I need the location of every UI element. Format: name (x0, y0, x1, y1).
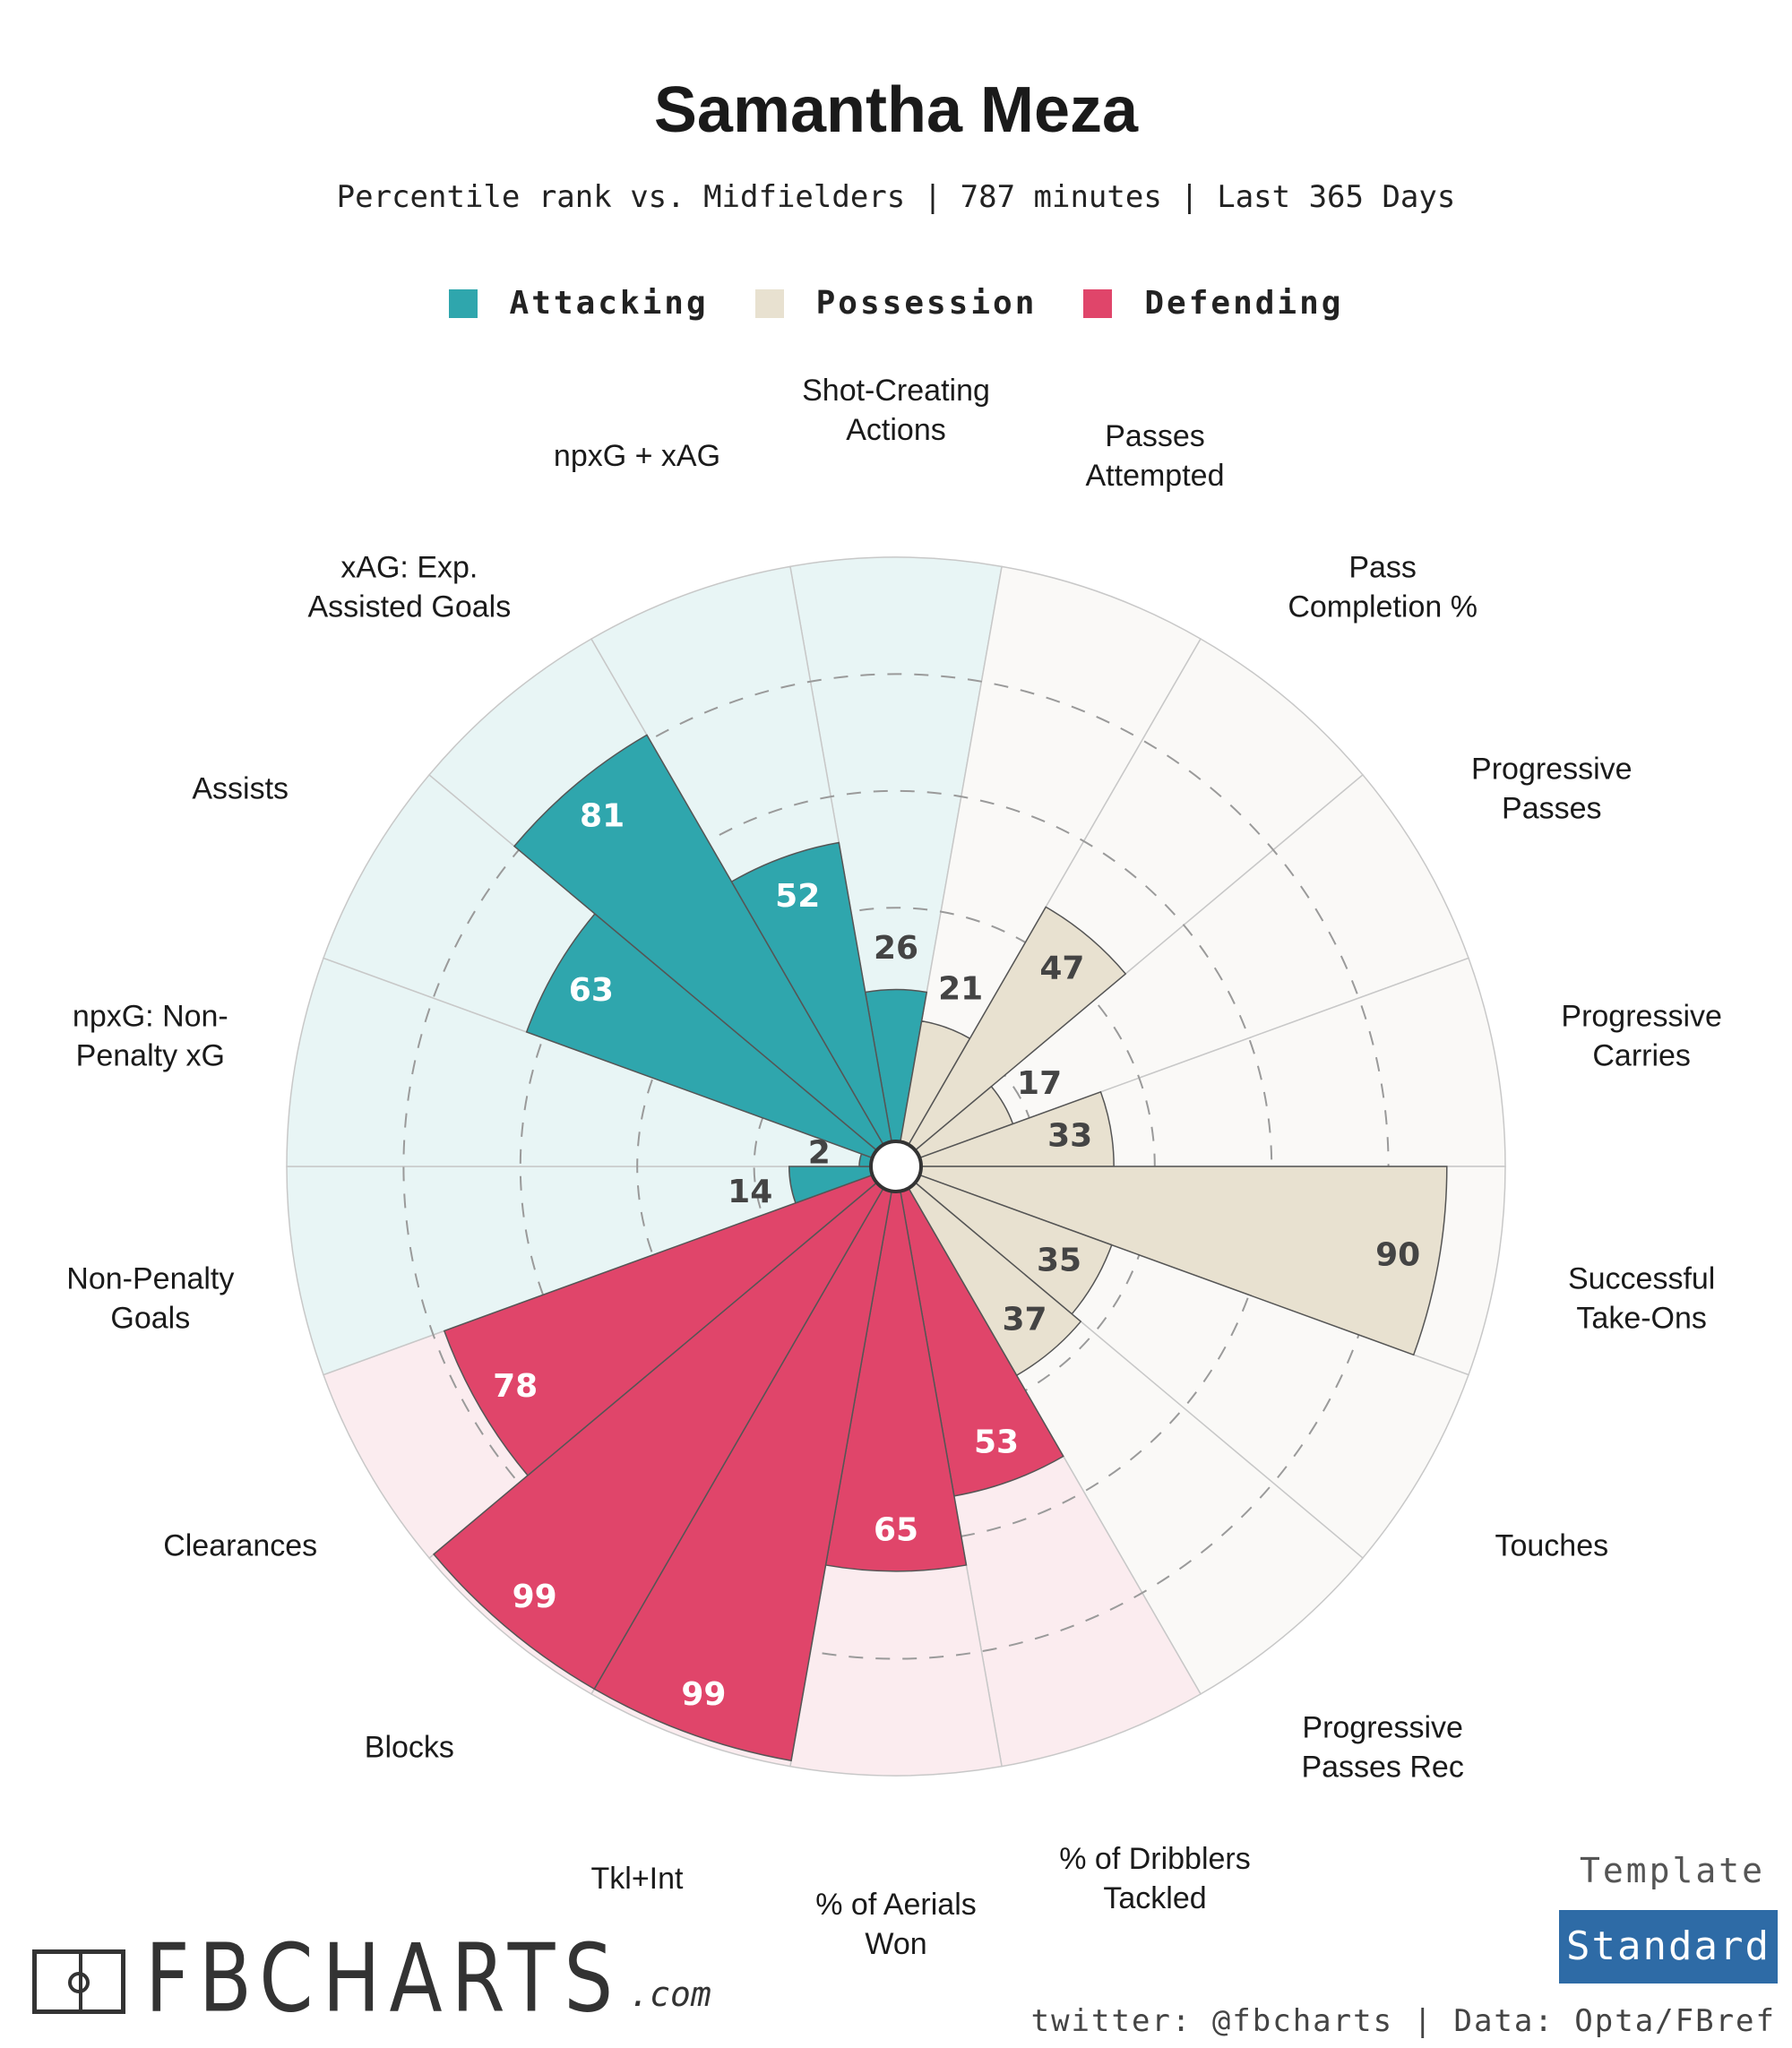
logo-suffix: .com (629, 1975, 711, 2014)
category-label-passes-attempted: Passes Attempted (1086, 419, 1225, 493)
value-label-progressive-passes: 17 (1017, 1065, 1062, 1102)
chart-title: Samantha Meza (653, 74, 1139, 146)
template-badge: Standard (1559, 1910, 1778, 1983)
legend-swatch-possession (754, 288, 784, 318)
center-hole (869, 1140, 923, 1193)
value-label-npxg-non-penalty-xg: 2 (808, 1134, 831, 1171)
category-label-successful-take-ons: Successful Take-Ons (1568, 1262, 1715, 1336)
category-label-tkl-int: Tkl+Int (591, 1862, 685, 1896)
category-label-blocks: Blocks (365, 1730, 454, 1764)
legend-label-possession: Possession (815, 285, 1038, 322)
value-label-pass-completion: 47 (1039, 951, 1084, 987)
category-label-of-dribblers-tackled: % of Dribblers Tackled (1059, 1842, 1251, 1915)
value-label-touches: 35 (1037, 1243, 1081, 1279)
value-label-clearances: 78 (493, 1368, 538, 1405)
category-label-progressive-passes: Progressive Passes (1471, 753, 1633, 826)
value-label-passes-attempted: 21 (938, 970, 983, 1007)
category-label-npxg-non-penalty-xg: npxG: Non-Penalty xG (73, 999, 228, 1072)
category-label-non-penalty-goals: Non-Penalty Goals (66, 1262, 234, 1336)
legend-label-attacking: Attacking (509, 285, 709, 322)
legend: Attacking Possession Defending (0, 285, 1792, 322)
category-label-pass-completion: Pass Completion % (1288, 551, 1478, 624)
fbcharts-logo: FBCHARTS .com (32, 1931, 711, 2026)
legend-swatch-attacking (448, 288, 478, 318)
value-label-blocks: 99 (513, 1579, 557, 1615)
template-label: Template (1579, 1851, 1765, 1890)
legend-swatch-defending (1083, 288, 1113, 318)
legend-item-possession: Possession (754, 285, 1038, 322)
category-label-clearances: Clearances (163, 1529, 317, 1563)
value-label-of-dribblers-tackled: 53 (974, 1424, 1019, 1460)
value-label-assists: 63 (569, 972, 614, 1009)
value-label-of-aerials-won: 65 (874, 1511, 918, 1548)
category-label-xag-exp-assisted-goals: xAG: Exp. Assisted Goals (307, 551, 511, 624)
value-label-tkl-int: 99 (681, 1676, 726, 1713)
legend-label-defending: Defending (1144, 285, 1344, 322)
category-label-of-aerials-won: % of Aerials Won (815, 1888, 977, 1961)
pitch-icon (32, 1949, 125, 2014)
logo-wordmark: FBCHARTS (145, 1923, 623, 2034)
category-label-touches: Touches (1495, 1529, 1608, 1563)
category-label-npxg-xag: npxG + xAG (554, 439, 720, 473)
value-label-npxg-xag: 52 (775, 878, 820, 915)
credits: twitter: @fbcharts | Data: Opta/FBref (1030, 2003, 1776, 2039)
value-label-progressive-carries: 33 (1047, 1117, 1092, 1154)
chart-subtitle: Percentile rank vs. Midfielders | 787 mi… (336, 179, 1456, 215)
category-label-progressive-passes-rec: Progressive Passes Rec (1301, 1710, 1463, 1784)
value-label-xag-exp-assisted-goals: 81 (580, 798, 625, 835)
legend-item-attacking: Attacking (448, 285, 709, 322)
category-label-progressive-carries: Progressive Carries (1561, 999, 1722, 1072)
category-label-assists: Assists (192, 772, 289, 806)
category-label-shot-creating-actions: Shot-Creating Actions (802, 374, 990, 447)
value-label-progressive-passes-rec: 37 (1002, 1302, 1047, 1338)
value-label-successful-take-ons: 90 (1375, 1236, 1420, 1273)
value-label-non-penalty-goals: 14 (728, 1174, 772, 1210)
legend-item-defending: Defending (1083, 285, 1343, 322)
value-label-shot-creating-actions: 26 (874, 930, 918, 967)
